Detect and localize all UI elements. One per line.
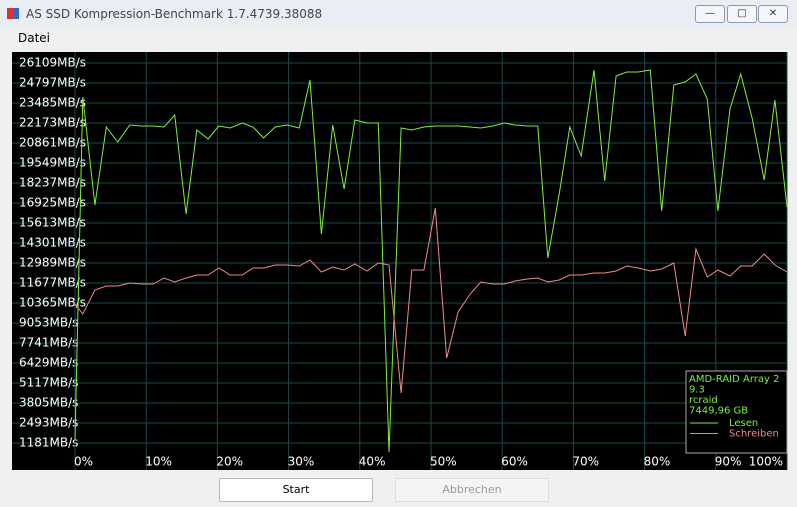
minimize-button[interactable]: — [695, 5, 725, 23]
drive-info: 9.3 [689, 385, 705, 396]
y-tick-label: 23485MB/s [19, 96, 86, 110]
close-button[interactable]: ✕ [758, 5, 788, 23]
y-tick-label: 3805MB/s [19, 396, 78, 410]
x-tick-label: 70% [572, 455, 599, 469]
legend-label: Schreiben [729, 429, 779, 440]
y-tick-label: 20861MB/s [19, 136, 86, 150]
y-tick-label: 26109MB/s [19, 56, 86, 70]
maximize-button[interactable]: □ [727, 5, 757, 23]
y-tick-label: 5117MB/s [19, 376, 78, 390]
x-tick-label: 80% [644, 455, 671, 469]
series-line [74, 69, 788, 453]
x-tick-label: 0% [74, 455, 93, 469]
y-tick-label: 15613MB/s [19, 216, 86, 230]
y-tick-label: 6429MB/s [19, 356, 78, 370]
x-tick-label: 60% [501, 455, 528, 469]
y-tick-label: 18237MB/s [19, 176, 86, 190]
plot-background [12, 52, 787, 470]
x-tick-label: 90% [715, 455, 742, 469]
y-tick-label: 11677MB/s [19, 276, 86, 290]
y-tick-label: 16925MB/s [19, 196, 86, 210]
legend-label: Lesen [729, 418, 758, 429]
drive-info: AMD-RAID Array 2 [689, 374, 779, 385]
x-tick-label: 20% [216, 455, 243, 469]
x-tick-label: 10% [145, 455, 172, 469]
series-line [74, 207, 788, 394]
drive-info: 7449,96 GB [689, 406, 748, 417]
x-tick-label: 30% [288, 455, 315, 469]
y-tick-label: 14301MB/s [19, 236, 86, 250]
y-tick-label: 1181MB/s [19, 436, 78, 450]
cancel-button: Abbrechen [395, 478, 549, 502]
drive-info: rcraid [689, 395, 718, 406]
y-tick-label: 9053MB/s [19, 316, 78, 330]
y-tick-label: 24797MB/s [19, 76, 86, 90]
app-icon [7, 8, 19, 19]
y-tick-label: 2493MB/s [19, 416, 78, 430]
y-tick-label: 12989MB/s [19, 256, 86, 270]
y-tick-label: 7741MB/s [19, 336, 78, 350]
y-tick-label: 22173MB/s [19, 116, 86, 130]
x-tick-label: 50% [430, 455, 457, 469]
window-title: AS SSD Kompression-Benchmark 1.7.4739.38… [26, 7, 323, 21]
start-button[interactable]: Start [219, 478, 373, 502]
y-tick-label: 19549MB/s [19, 156, 86, 170]
x-tick-label: 40% [359, 455, 386, 469]
x-tick-label: 100% [749, 455, 783, 469]
title-bar: AS SSD Kompression-Benchmark 1.7.4739.38… [0, 0, 797, 28]
y-tick-label: 10365MB/s [19, 296, 86, 310]
menu-item[interactable]: Datei [18, 31, 51, 45]
legend-box [685, 370, 788, 454]
